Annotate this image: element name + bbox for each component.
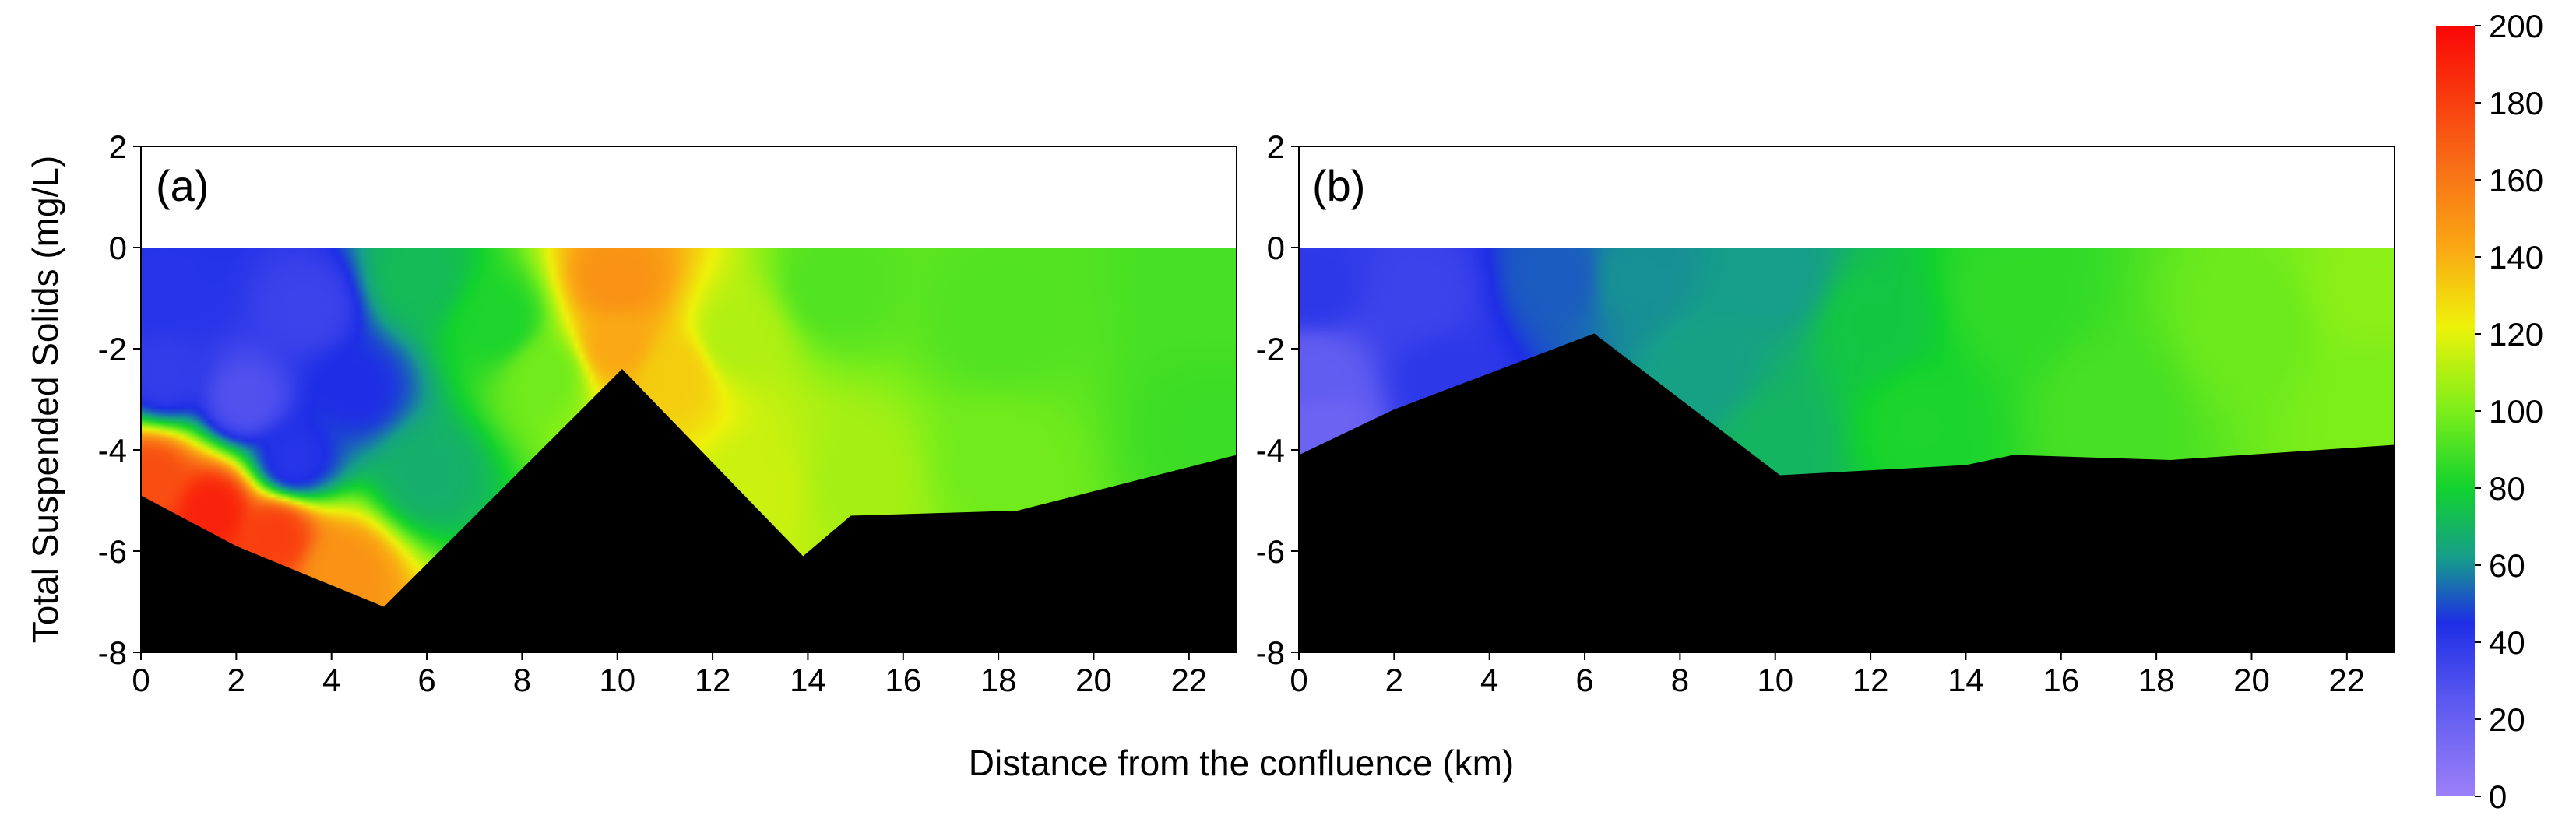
x-tick-label: 12 [1853, 662, 1889, 698]
y-tick-label: 0 [109, 230, 127, 266]
y-tick-label: 0 [1267, 230, 1285, 266]
colorbar-tick-label: 100 [2489, 393, 2543, 430]
panel-frame-a [140, 146, 1237, 653]
x-tick-label: 8 [1671, 662, 1689, 698]
x-axis-b: 0 2 4 6 8 10 12 14 16 18 20 22 [1290, 652, 2365, 698]
riverbed-b [1299, 333, 2395, 652]
y-tick-label: -4 [98, 432, 127, 469]
colorbar-tick-label: 160 [2489, 162, 2543, 198]
x-tick-label: 14 [790, 662, 826, 698]
colorbar-tick-label: 120 [2489, 316, 2543, 353]
y-axis-title: Total Suspended Solids (mg/L) [25, 156, 65, 643]
y-tick-label: -4 [1256, 432, 1285, 469]
x-tick-label: 16 [2043, 662, 2079, 698]
colorbar-tick-label: 140 [2489, 239, 2543, 276]
x-tick-label: 20 [1075, 662, 1112, 698]
panel-a: (a) 0 2 4 6 8 10 12 14 16 18 20 22 -8 -6 -4 -2 0 2 [98, 128, 1237, 698]
x-tick-label: 20 [2233, 662, 2270, 698]
colorbar-tick-label: 40 [2489, 624, 2525, 661]
riverbed-a [141, 369, 1237, 652]
panel-label-b: (b) [1312, 161, 1365, 210]
colorbar-tick-label: 180 [2489, 85, 2543, 121]
y-tick-label: 2 [109, 128, 127, 165]
x-tick-label: 16 [885, 662, 921, 698]
panel-b: (b) 0 2 4 6 8 10 12 14 16 18 20 22 -8 -6 -4 -2 0 2 [1256, 128, 2395, 698]
y-tick-label: -8 [98, 634, 127, 671]
y-axis-b: -8 -6 -4 -2 0 2 [1256, 128, 1299, 671]
x-tick-label: 14 [1948, 662, 1984, 698]
y-tick-label: -8 [1256, 634, 1285, 671]
x-tick-label: 4 [1480, 662, 1498, 698]
y-tick-label: 2 [1267, 128, 1285, 165]
x-tick-label: 18 [2138, 662, 2175, 698]
x-tick-label: 10 [599, 662, 635, 698]
x-tick-label: 12 [695, 662, 731, 698]
x-tick-label: 6 [417, 662, 435, 698]
x-tick-label: 4 [322, 662, 340, 698]
y-tick-label: -6 [98, 533, 127, 570]
colorbar-tick-label: 200 [2489, 8, 2543, 44]
y-axis-a: -8 -6 -4 -2 0 2 [98, 128, 141, 671]
colorbar-tick-label: 0 [2489, 778, 2507, 815]
y-tick-label: -6 [1256, 533, 1285, 570]
x-axis-a: 0 2 4 6 8 10 12 14 16 18 20 22 [132, 652, 1207, 698]
colorbar-ticks: 0 20 40 60 80 100 120 140 160 180 200 [2475, 8, 2543, 815]
colorbar-tick-label: 60 [2489, 547, 2525, 584]
y-tick-label: -2 [98, 331, 127, 367]
x-tick-label: 6 [1575, 662, 1593, 698]
x-tick-label: 2 [1385, 662, 1403, 698]
colorbar-gradient [2436, 26, 2475, 796]
x-tick-label: 22 [1170, 662, 1207, 698]
x-tick-label: 10 [1757, 662, 1793, 698]
x-tick-label: 0 [1290, 662, 1307, 698]
colorbar-tick-label: 20 [2489, 701, 2525, 738]
colorbar: 0 20 40 60 80 100 120 140 160 180 200 [2436, 8, 2543, 815]
panel-frame-b [1298, 146, 2395, 653]
y-tick-label: -2 [1256, 331, 1285, 367]
panel-label-a: (a) [156, 161, 209, 210]
x-tick-label: 8 [513, 662, 531, 698]
x-tick-label: 0 [132, 662, 150, 698]
x-tick-label: 2 [227, 662, 245, 698]
x-axis-title: Distance from the confluence (km) [969, 743, 1515, 783]
x-tick-label: 22 [2328, 662, 2365, 698]
x-tick-label: 18 [980, 662, 1017, 698]
colorbar-tick-label: 80 [2489, 470, 2525, 507]
